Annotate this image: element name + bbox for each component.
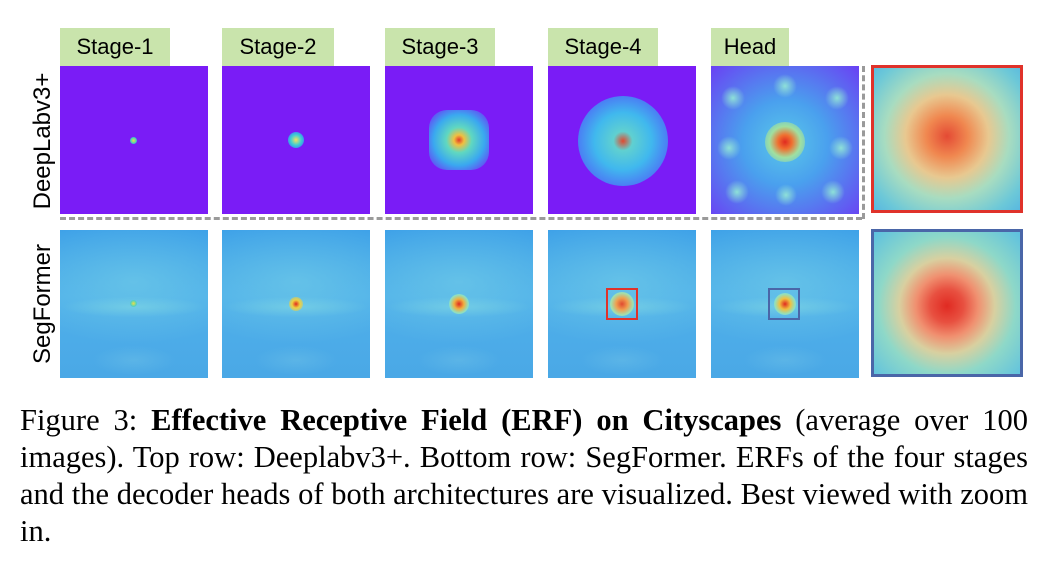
- deeplab-stage-2-erf: [222, 66, 370, 214]
- deeplab-stage-3-erf: [385, 66, 533, 214]
- row-label-deeplab: DeepLabv3+: [29, 72, 56, 210]
- zoom-divider: [862, 66, 865, 219]
- figure-caption: Figure 3: Effective Receptive Field (ERF…: [20, 402, 1028, 550]
- deeplab-stage-1-erf: [60, 66, 208, 214]
- row-divider: [60, 217, 862, 220]
- deeplab-head-erf: [711, 66, 859, 214]
- caption-body: (average over 100 images). Top row: Deep…: [20, 403, 1028, 548]
- segformer-head-erf: [711, 230, 859, 378]
- stage-4-label: Stage-4: [548, 28, 658, 66]
- caption-title: Effective Receptive Field (ERF) on Citys…: [151, 403, 782, 437]
- head-highlight-box: [768, 288, 800, 320]
- segformer-stage-4-erf: [548, 230, 696, 378]
- stage-3-label: Stage-3: [385, 28, 495, 66]
- row-label-segformer: SegFormer: [29, 243, 56, 365]
- caption-prefix: Figure 3:: [20, 403, 152, 437]
- stage-2-label: Stage-2: [222, 28, 334, 66]
- head-label: Head: [711, 28, 789, 66]
- segformer-head-zoom: [871, 229, 1023, 377]
- deeplab-head-zoom: [871, 65, 1023, 213]
- deeplab-stage-4-erf: [548, 66, 696, 214]
- stage-1-label: Stage-1: [60, 28, 170, 66]
- segformer-stage-1-erf: [60, 230, 208, 378]
- segformer-stage-2-erf: [222, 230, 370, 378]
- stage-4-highlight-box: [606, 288, 638, 320]
- segformer-stage-3-erf: [385, 230, 533, 378]
